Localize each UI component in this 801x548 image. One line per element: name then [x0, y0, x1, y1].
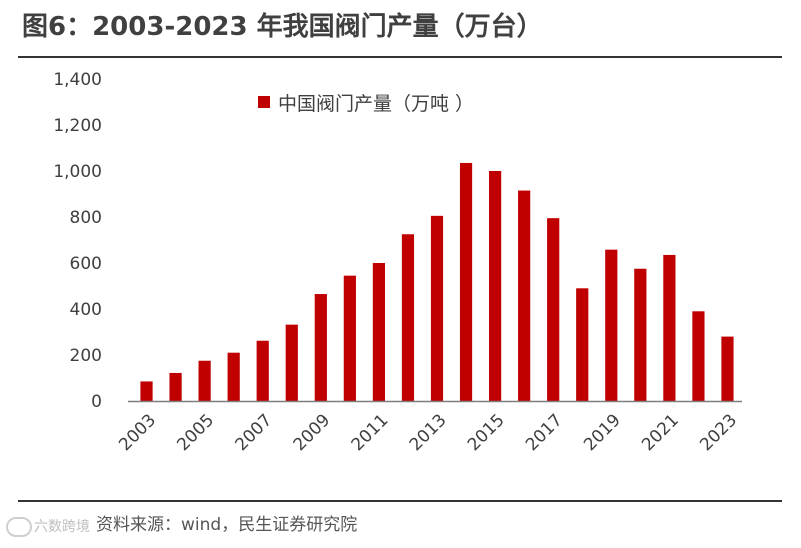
x-tick-label: 2003	[115, 410, 160, 455]
x-tick-label: 2005	[173, 410, 218, 455]
x-tick-label: 2009	[290, 410, 335, 455]
watermark: 六数跨境	[6, 516, 90, 537]
y-tick-label: 1,200	[53, 116, 102, 136]
bar-2007	[256, 340, 269, 401]
bar-2016	[518, 190, 531, 401]
bar-2004	[169, 372, 182, 401]
y-tick-label: 600	[70, 254, 102, 274]
bar-2017	[547, 218, 560, 401]
legend: 中国阀门产量（万吨 ）	[258, 93, 474, 115]
y-tick-label: 1,400	[53, 70, 102, 90]
y-tick-label: 800	[70, 208, 102, 228]
y-axis-labels: 0 200 400 600 800 1,000 1,200 1,400	[53, 70, 102, 412]
bar-2012	[401, 234, 415, 401]
bar-2023	[721, 336, 734, 401]
x-axis-labels: 2003 2005 2007 2009 2011 2013 2015 2017 2019 2021…	[115, 410, 741, 455]
x-tick-label: 2021	[638, 410, 683, 455]
bar-2018	[576, 288, 589, 401]
bar-2015	[488, 171, 502, 401]
x-tick-label: 2019	[580, 410, 625, 455]
bar-2003	[140, 381, 153, 401]
bar-2009	[314, 294, 327, 401]
figure-title: 图6：2003-2023 年我国阀门产量（万台）	[22, 12, 543, 42]
bar-2011	[372, 263, 386, 401]
bar-2010	[343, 275, 356, 401]
x-tick-label: 2023	[696, 410, 741, 455]
source-rule	[18, 500, 782, 502]
bar-2008	[285, 324, 298, 401]
source-note: 资料来源：wind，民生证券研究院	[96, 515, 358, 535]
x-tick-label: 2011	[348, 410, 393, 455]
bar-2013	[430, 215, 444, 401]
bars	[140, 162, 734, 401]
y-tick-label: 0	[91, 392, 102, 412]
watermark-text: 六数跨境	[34, 519, 90, 535]
title-rule	[18, 56, 782, 58]
bar-2022	[692, 311, 705, 401]
y-tick-label: 1,000	[53, 162, 102, 182]
bar-2006	[227, 352, 240, 401]
x-tick-label: 2007	[232, 410, 277, 455]
legend-label: 中国阀门产量（万吨 ）	[278, 93, 474, 115]
x-tick-label: 2017	[522, 410, 567, 455]
y-tick-label: 400	[70, 300, 102, 320]
bar-2005	[198, 360, 211, 401]
bar-2019	[605, 249, 618, 401]
y-tick-label: 200	[70, 346, 102, 366]
x-tick-label: 2015	[464, 410, 509, 455]
x-tick-label: 2013	[406, 410, 451, 455]
bar-2021	[663, 254, 676, 401]
watermark-logo-icon	[6, 517, 32, 537]
legend-swatch	[258, 96, 270, 108]
bar-2020	[634, 268, 647, 401]
bar-2014	[459, 162, 473, 401]
